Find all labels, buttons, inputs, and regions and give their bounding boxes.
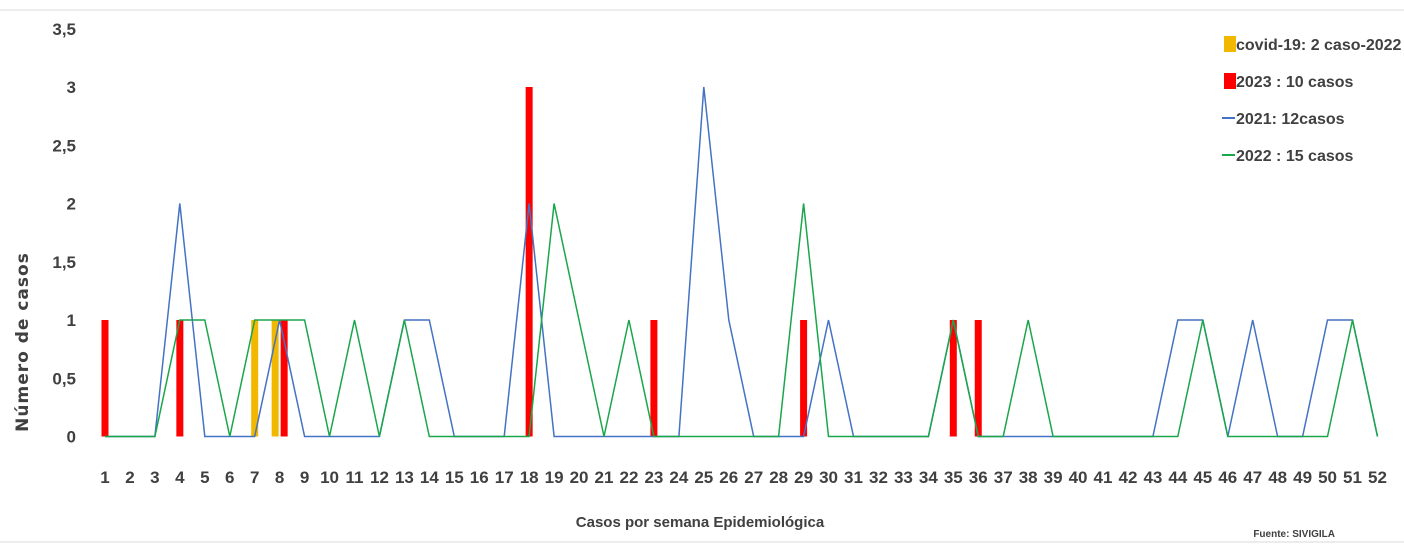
legend-swatch [1224, 36, 1236, 52]
x-tick-label: 4 [175, 468, 185, 487]
x-tick-label: 47 [1243, 468, 1262, 487]
x-tick-label: 46 [1218, 468, 1237, 487]
y-tick-label: 1,5 [52, 253, 76, 272]
x-tick-label: 40 [1069, 468, 1088, 487]
x-tick-label: 1 [100, 468, 109, 487]
line-2021-12casos [105, 86, 1379, 438]
x-tick-label: 11 [346, 468, 364, 487]
y-tick-label: 3 [67, 78, 76, 97]
x-tick-label: 15 [445, 468, 464, 487]
y-tick-label: 1 [67, 311, 76, 330]
legend-label: 2022 : 15 casos [1236, 148, 1354, 165]
line-series [105, 86, 1379, 438]
y-tick-label: 0,5 [52, 369, 76, 388]
x-tick-label: 49 [1293, 468, 1312, 487]
y-axis-ticks: 0 0,5 1 1,5 2 2,5 3 3,5 [52, 20, 76, 447]
bar-2023-10-casos [280, 320, 288, 437]
legend-label: covid-19: 2 caso-2022 [1236, 37, 1402, 54]
bar-series [101, 87, 982, 437]
bar-covid-19-2-caso-2022 [271, 320, 279, 437]
x-tick-label: 18 [520, 468, 539, 487]
x-tick-label: 48 [1268, 468, 1287, 487]
x-tick-label: 51 [1343, 468, 1362, 487]
source-note: Fuente: SIVIGILA [1253, 529, 1335, 540]
legend: covid-19: 2 caso-2022 2023 : 10 casos 2021… [1222, 36, 1402, 165]
x-tick-label: 32 [869, 468, 888, 487]
y-tick-label: 2 [67, 195, 76, 214]
bar-2023-10-casos [949, 320, 957, 437]
x-tick-label: 25 [694, 468, 713, 487]
y-tick-label: 3,5 [52, 20, 76, 39]
x-tick-label: 52 [1368, 468, 1387, 487]
legend-label: 2021: 12casos [1236, 111, 1345, 128]
x-tick-label: 37 [994, 468, 1013, 487]
x-tick-label: 30 [819, 468, 838, 487]
x-tick-label: 6 [225, 468, 234, 487]
y-tick-label: 0 [67, 428, 76, 447]
x-tick-label: 33 [894, 468, 913, 487]
bar-2023-10-casos [101, 320, 109, 437]
x-axis-title: Casos por semana Epidemiológica [576, 514, 825, 531]
x-tick-label: 20 [570, 468, 589, 487]
x-tick-label: 17 [495, 468, 514, 487]
x-tick-label: 2 [125, 468, 134, 487]
x-tick-label: 14 [420, 468, 439, 487]
x-tick-label: 41 [1094, 468, 1113, 487]
x-tick-label: 3 [150, 468, 159, 487]
x-tick-label: 10 [320, 468, 339, 487]
x-tick-label: 12 [370, 468, 389, 487]
y-tick-label: 2,5 [52, 136, 76, 155]
x-tick-label: 50 [1318, 468, 1337, 487]
bar-2023-10-casos [176, 320, 184, 437]
x-tick-label: 39 [1044, 468, 1063, 487]
x-tick-label: 28 [769, 468, 788, 487]
bar-2023-10-casos [650, 320, 658, 437]
x-tick-label: 24 [669, 468, 688, 487]
x-tick-label: 44 [1168, 468, 1187, 487]
x-tick-label: 9 [300, 468, 309, 487]
bar-2023-10-casos [800, 320, 808, 437]
x-tick-label: 7 [250, 468, 259, 487]
x-tick-label: 19 [545, 468, 564, 487]
x-tick-label: 13 [395, 468, 414, 487]
x-tick-label: 27 [744, 468, 763, 487]
x-tick-label: 8 [275, 468, 284, 487]
x-tick-label: 43 [1143, 468, 1162, 487]
x-tick-label: 35 [944, 468, 963, 487]
x-tick-label: 21 [595, 468, 614, 487]
x-tick-label: 42 [1118, 468, 1137, 487]
y-axis-title: Número de casos [13, 252, 33, 432]
x-tick-label: 31 [844, 468, 863, 487]
x-tick-label: 34 [919, 468, 938, 487]
x-tick-label: 45 [1193, 468, 1212, 487]
bar-2023-10-casos [525, 87, 533, 437]
x-tick-label: 5 [200, 468, 209, 487]
x-tick-label: 38 [1019, 468, 1038, 487]
x-tick-label: 36 [969, 468, 988, 487]
x-tick-label: 16 [470, 468, 489, 487]
x-tick-label: 23 [644, 468, 663, 487]
line-2022-15-casos [105, 203, 1379, 438]
x-tick-label: 29 [794, 468, 813, 487]
x-tick-label: 26 [719, 468, 738, 487]
bar-covid-19-2-caso-2022 [251, 320, 259, 437]
x-tick-label: 22 [619, 468, 638, 487]
x-axis-ticks: 1 2 3 4 5 6 7 8 9 10 11 12 13 14 15 16 17 18 19 20 21 22 23 24 2… [100, 468, 1387, 487]
bar-2023-10-casos [974, 320, 982, 437]
legend-swatch [1224, 73, 1236, 89]
legend-label: 2023 : 10 casos [1236, 74, 1354, 91]
